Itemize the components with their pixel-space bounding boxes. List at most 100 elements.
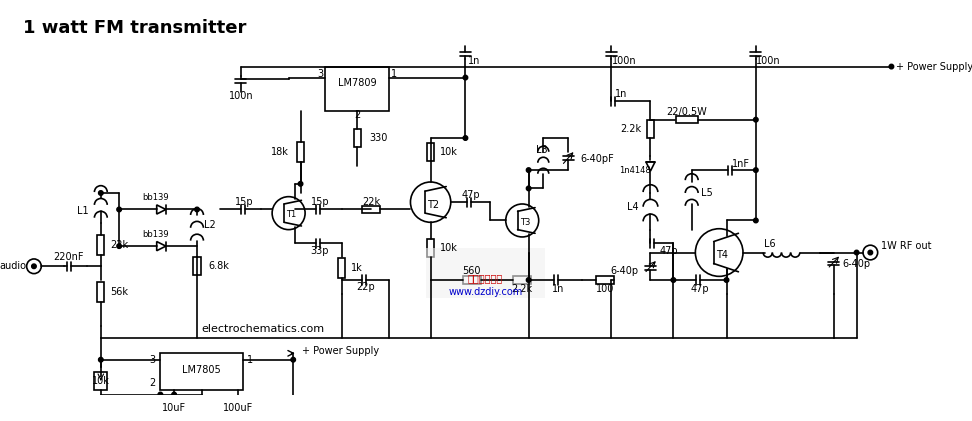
- Text: 1n4148: 1n4148: [619, 165, 651, 175]
- Bar: [463, 276, 481, 284]
- Circle shape: [117, 207, 122, 212]
- Text: 10k: 10k: [439, 147, 458, 157]
- Text: 6-40p: 6-40p: [843, 259, 871, 269]
- Text: 15p: 15p: [235, 197, 254, 207]
- Circle shape: [172, 392, 176, 397]
- Text: electrochematics.com: electrochematics.com: [201, 324, 325, 333]
- Text: L6: L6: [764, 239, 776, 249]
- Text: T2: T2: [428, 200, 439, 210]
- Text: 18k: 18k: [271, 147, 289, 157]
- Bar: [97, 282, 104, 302]
- Text: 1n: 1n: [469, 56, 481, 66]
- Text: 15p: 15p: [310, 197, 330, 207]
- Text: 47p: 47p: [660, 246, 678, 256]
- Circle shape: [724, 278, 729, 282]
- Circle shape: [117, 244, 122, 248]
- Bar: [160, 353, 243, 390]
- Circle shape: [527, 168, 531, 172]
- Text: L3: L3: [536, 145, 547, 155]
- Text: L4: L4: [627, 202, 639, 212]
- Bar: [97, 235, 104, 255]
- Text: L2: L2: [204, 220, 216, 230]
- Text: 10uF: 10uF: [162, 403, 187, 413]
- Circle shape: [527, 278, 531, 282]
- Bar: [427, 239, 434, 257]
- Bar: [326, 67, 390, 111]
- Text: 1: 1: [391, 69, 397, 79]
- Text: 100uF: 100uF: [224, 403, 254, 413]
- Text: 3: 3: [150, 355, 156, 365]
- Circle shape: [463, 136, 468, 140]
- Bar: [427, 143, 434, 161]
- Text: 1nF: 1nF: [732, 159, 750, 169]
- Text: 电子制作乐园: 电子制作乐园: [468, 273, 503, 283]
- Text: L1: L1: [78, 206, 88, 216]
- Circle shape: [291, 357, 295, 362]
- Text: 1W RF out: 1W RF out: [882, 241, 932, 251]
- Text: T3: T3: [520, 218, 530, 227]
- Text: 560: 560: [463, 266, 481, 276]
- Bar: [94, 372, 107, 390]
- Text: 56k: 56k: [110, 287, 128, 297]
- Text: 47p: 47p: [462, 190, 480, 200]
- Circle shape: [194, 207, 199, 212]
- Circle shape: [753, 218, 758, 223]
- Bar: [513, 276, 532, 284]
- Text: bb139: bb139: [143, 193, 169, 202]
- Text: 10k: 10k: [92, 376, 110, 386]
- Text: 22/0.5W: 22/0.5W: [667, 107, 708, 117]
- Circle shape: [98, 191, 103, 195]
- Text: 100n: 100n: [756, 56, 781, 66]
- Text: audio: audio: [0, 261, 26, 271]
- Text: 100n: 100n: [611, 56, 637, 66]
- Text: 22k: 22k: [362, 197, 380, 207]
- Text: 2: 2: [354, 110, 361, 120]
- Text: 100n: 100n: [228, 91, 254, 101]
- Circle shape: [463, 75, 468, 80]
- Text: 6-40p: 6-40p: [610, 266, 639, 276]
- Text: LM7809: LM7809: [338, 78, 376, 88]
- Bar: [362, 206, 380, 213]
- Circle shape: [298, 181, 303, 186]
- Bar: [596, 276, 614, 284]
- Text: 2.2k: 2.2k: [620, 124, 642, 134]
- Text: T4: T4: [716, 250, 728, 260]
- Text: 10k: 10k: [439, 243, 458, 253]
- Circle shape: [32, 264, 36, 269]
- Text: 2.2k: 2.2k: [511, 284, 533, 294]
- Text: 22k: 22k: [110, 240, 128, 250]
- Text: 6-40pF: 6-40pF: [580, 154, 613, 164]
- Circle shape: [98, 357, 103, 362]
- Text: 1: 1: [248, 355, 254, 365]
- Circle shape: [868, 250, 873, 255]
- Text: 100: 100: [596, 284, 614, 294]
- Bar: [646, 120, 654, 138]
- Text: bb139: bb139: [143, 230, 169, 239]
- Text: 33p: 33p: [310, 246, 329, 256]
- Circle shape: [158, 392, 162, 397]
- Text: + Power Supply: + Power Supply: [302, 346, 379, 356]
- Bar: [296, 142, 304, 162]
- Bar: [354, 129, 361, 147]
- Text: 47p: 47p: [691, 284, 710, 294]
- Circle shape: [671, 278, 676, 282]
- Text: 1 watt FM transmitter: 1 watt FM transmitter: [23, 19, 246, 37]
- Text: 3: 3: [318, 69, 324, 79]
- Bar: [193, 257, 200, 275]
- Text: 330: 330: [369, 133, 388, 143]
- Circle shape: [527, 186, 531, 191]
- Bar: [677, 116, 698, 123]
- Text: 6.8k: 6.8k: [208, 261, 228, 271]
- Text: LM7805: LM7805: [182, 365, 221, 375]
- Text: 1n: 1n: [552, 284, 564, 294]
- Text: 22p: 22p: [356, 282, 375, 292]
- Text: T1: T1: [286, 210, 296, 219]
- Bar: [426, 248, 545, 298]
- Circle shape: [854, 250, 859, 255]
- Text: 2: 2: [150, 378, 156, 388]
- Text: 1n: 1n: [614, 89, 627, 99]
- Circle shape: [753, 168, 758, 172]
- Circle shape: [889, 64, 893, 69]
- Circle shape: [753, 117, 758, 122]
- Text: L5: L5: [701, 188, 712, 198]
